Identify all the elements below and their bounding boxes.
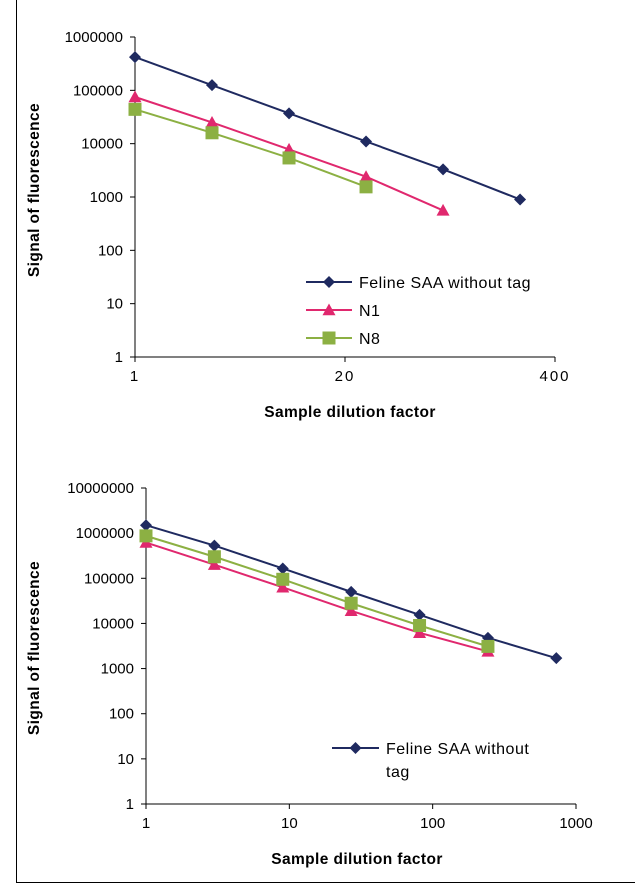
chart1-y-tick-label: 10000 — [81, 136, 123, 153]
chart-top: Signal of fluorescence Sample dilution f… — [26, 29, 570, 421]
chart1-series-0-point — [206, 79, 219, 92]
chart2-series-2-point — [207, 550, 221, 564]
chart2-y-tick-label: 10000 — [92, 615, 134, 632]
chart1-x-tick-label: 20 — [335, 368, 356, 385]
chart1-series-0-line — [134, 56, 521, 201]
chart2-series-1-point — [344, 604, 358, 617]
chart1-y-tick-label: 1000000 — [65, 29, 123, 46]
chart2-series-2-point — [344, 596, 358, 610]
chart1-legend-marker — [322, 303, 336, 316]
chart2-series-2-point — [276, 572, 290, 586]
chart1-series-1-point — [436, 203, 450, 216]
chart2-y-tick-label: 100 — [109, 706, 134, 723]
chart1-y-tick-label: 1 — [115, 349, 123, 366]
chart1-series-0-point — [514, 193, 527, 206]
chart2-series-2-point — [413, 618, 427, 632]
chart1-x-tick-label: 1 — [130, 368, 140, 385]
chart1-series-2-point — [205, 126, 219, 140]
chart2-x-tick-label: 1 — [142, 815, 150, 832]
chart1-series-0-point — [129, 51, 141, 64]
chart1-x-tick-label: 400 — [539, 368, 570, 385]
chart2-y-tick-label: 100000 — [84, 570, 134, 587]
chart1-series-1-point — [359, 170, 373, 182]
chart1-ylabel: Signal of fluorescence — [26, 103, 43, 277]
chart2-series-0-point — [550, 652, 563, 665]
figure-frame — [16, 0, 635, 883]
chart1-xlabel: Sample dilution factor — [264, 404, 436, 421]
chart1-series-0-point — [437, 163, 450, 176]
chart1-legend-label: N1 — [359, 303, 380, 320]
chart-bottom: Signal of fluorescence Sample dilution f… — [26, 480, 593, 868]
chart2-series-1-line — [145, 541, 489, 653]
chart2-series-2-point — [139, 529, 153, 543]
chart2-series-0-point — [208, 539, 221, 552]
chart2-series-0-point — [276, 562, 289, 575]
chart1-series-2-line — [134, 108, 367, 188]
chart1-series-1-point — [205, 115, 219, 128]
chart2-series-2-line — [145, 534, 489, 648]
chart2-series-0-point — [345, 585, 358, 598]
chart1-series-0-point — [360, 135, 373, 148]
chart2-series-1-point — [207, 558, 221, 570]
chart1-series-1-point — [128, 90, 142, 103]
chart1-y-tick-label: 10 — [106, 296, 123, 313]
chart2-y-tick-label: 1000000 — [76, 525, 134, 542]
chart2-series-1-point — [276, 580, 290, 593]
chart2-series-2-point — [481, 639, 495, 653]
chart1-y-tick-label: 100 — [98, 242, 123, 259]
chart1-legend-label: Feline SAA without tag — [359, 275, 531, 292]
chart1-legend-marker — [322, 331, 336, 345]
chart2-legend-marker — [349, 742, 362, 754]
chart2-series-0-point — [140, 519, 152, 532]
chart1-legend-marker — [323, 276, 335, 288]
chart1-y-tick-label: 100000 — [73, 82, 123, 99]
chart2-xlabel: Sample dilution factor — [271, 851, 443, 868]
chart2-series-0-point — [413, 608, 426, 621]
chart2-x-tick-label: 10 — [281, 815, 298, 832]
chart1-series-0-point — [283, 107, 296, 120]
chart2-y-tick-label: 10000000 — [67, 480, 134, 497]
chart1-y-tick-label: 1000 — [90, 189, 123, 206]
chart2-legend-label: tag — [386, 764, 410, 781]
chart1-series-2-point — [128, 102, 142, 116]
chart2-series-1-point — [413, 626, 427, 639]
chart2-legend-label: Feline SAA without — [386, 741, 529, 758]
chart1-series-2-point — [282, 151, 296, 165]
chart2-ylabel: Signal of fluorescence — [26, 561, 43, 735]
chart1-series-2-point — [359, 180, 373, 194]
chart1-legend-label: N8 — [359, 331, 380, 348]
chart2-y-tick-label: 10 — [117, 751, 134, 768]
chart2-x-tick-label: 100 — [420, 815, 445, 832]
chart2-y-tick-label: 1000 — [101, 661, 134, 678]
chart2-y-tick-label: 1 — [126, 796, 134, 813]
chart2-x-tick-label: 1000 — [559, 815, 592, 832]
